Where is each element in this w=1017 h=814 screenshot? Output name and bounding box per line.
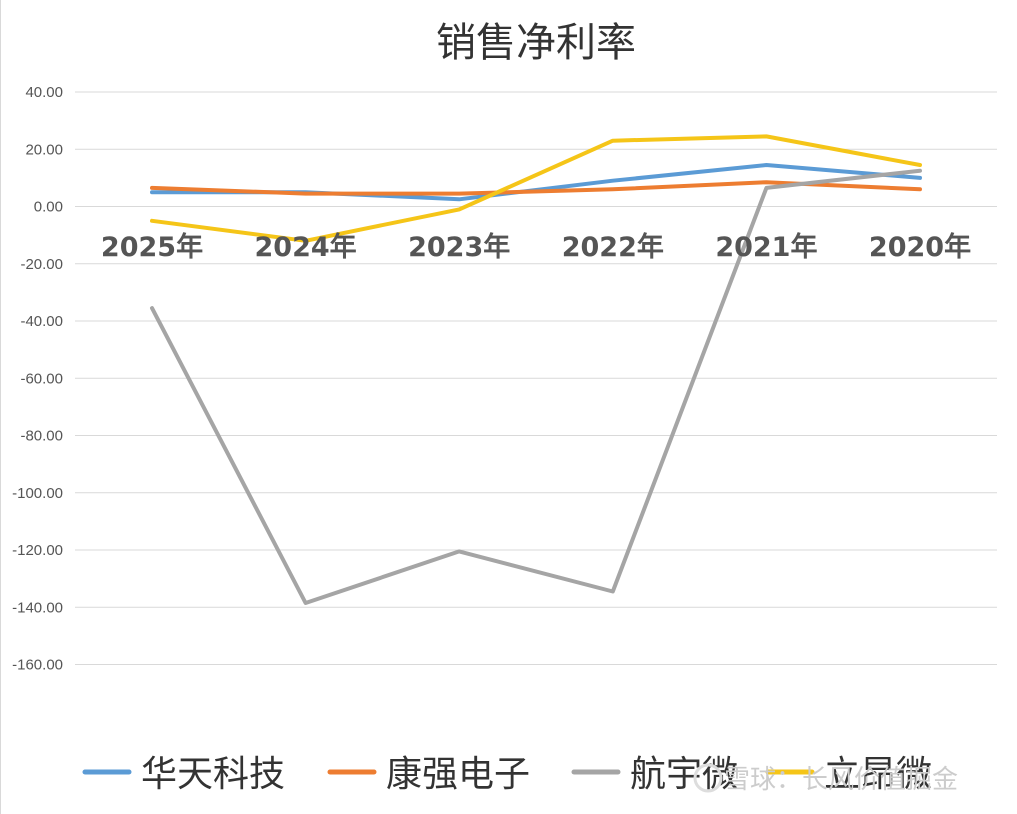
y-tick-label: 0.00 [34, 199, 63, 216]
legend-label: 康强电子 [386, 754, 530, 795]
y-tick-label: -100.00 [12, 485, 63, 502]
series-line-2 [150, 168, 922, 605]
watermark-text: 雪球：长风价值掘金 [724, 765, 958, 795]
x-tick-label: 2023年 [408, 231, 510, 263]
watermark: 雪球：长风价值掘金 [693, 763, 958, 795]
x-tick-label: 2020年 [869, 231, 971, 263]
x-tick-label: 2021年 [715, 231, 817, 263]
watermark-logo-icon [693, 763, 723, 793]
y-tick-label: -80.00 [20, 428, 63, 445]
chart-title: 销售净利率 [436, 20, 636, 66]
y-tick-label: 20.00 [25, 141, 63, 158]
x-tick-label: 2022年 [562, 231, 664, 263]
series-lines [150, 134, 922, 605]
legend-label: 华天科技 [141, 754, 285, 795]
y-axis-ticks: 40.00 20.00 0.00 -20.00 -40.00 -60.00 -80.00 -1… [12, 84, 63, 674]
y-tick-label: -160.00 [12, 657, 63, 674]
y-tick-label: -120.00 [12, 542, 63, 559]
x-axis-ticks: 2025年 2024年 2023年 2022年 2021年 2020年 [101, 231, 971, 263]
y-tick-label: -60.00 [20, 370, 63, 387]
series-line-3 [150, 134, 922, 243]
legend-label: 立昂微 [824, 754, 932, 795]
y-tick-label: -140.00 [12, 599, 63, 616]
y-tick-label: 40.00 [25, 84, 63, 101]
y-tick-label: -20.00 [20, 256, 63, 273]
x-tick-label: 2025年 [101, 231, 203, 263]
gridlines [75, 91, 997, 665]
legend: 华天科技 康强电子 航宇微 立昂微 [82, 754, 932, 795]
y-tick-label: -40.00 [20, 313, 63, 330]
x-tick-label: 2024年 [255, 231, 357, 263]
